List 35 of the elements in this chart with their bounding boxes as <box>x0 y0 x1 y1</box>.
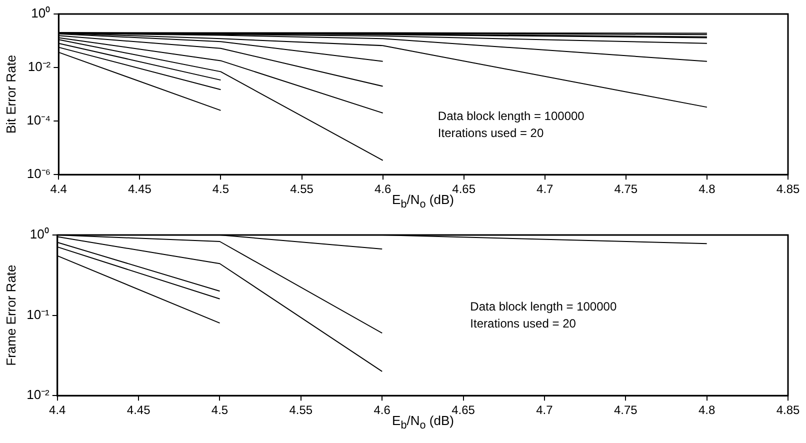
x-tick-label: 4.55 <box>290 182 314 196</box>
x-tick-label: 4.4 <box>50 182 68 196</box>
x-tick-label: 4.75 <box>614 182 638 196</box>
y-tick-label: 10⁻⁶ <box>26 166 51 182</box>
x-tick-label: 4.5 <box>211 403 228 418</box>
x-tick-label: 4.7 <box>536 182 554 196</box>
x-tick-label: 4.65 <box>452 403 476 418</box>
annotation: Data block length = 100000 <box>438 109 585 124</box>
x-tick-label: 4.8 <box>698 403 716 418</box>
x-tick-label: 4.4 <box>49 403 66 418</box>
x-tick-label: 4.45 <box>128 182 152 196</box>
x-tick-label: 4.7 <box>536 403 554 418</box>
y-axis-title: Bit Error Rate <box>3 54 18 134</box>
x-tick-label: 4.6 <box>374 403 391 418</box>
x-tick-label: 4.45 <box>126 403 151 418</box>
y-tick-label: 10⁰ <box>30 226 50 242</box>
x-axis-title: E$_{b}$/N$_{o}$ (dB) <box>392 413 454 432</box>
x-axis-title: E$_{b}$/N$_{o}$ (dB) <box>392 192 454 211</box>
y-tick-label: 10⁻⁴ <box>26 112 51 128</box>
y-tick-label: 10⁻¹ <box>26 306 50 322</box>
x-tick-label: 4.55 <box>289 403 313 418</box>
annotation: Data block length = 100000 <box>470 300 617 314</box>
x-tick-label: 4.6 <box>374 182 392 196</box>
annotation: Iterations used = 20 <box>438 126 544 140</box>
x-tick-label: 4.65 <box>452 182 476 196</box>
y-tick-label: 10⁻² <box>28 59 52 74</box>
y-axis-title: Frame Error Rate <box>3 264 18 366</box>
x-tick-label: 4.85 <box>776 403 800 418</box>
x-tick-label: 4.85 <box>776 182 800 196</box>
x-tick-label: 4.75 <box>614 403 638 418</box>
x-tick-label: 4.8 <box>698 182 716 196</box>
y-tick-label: 10⁻² <box>26 387 50 402</box>
x-tick-label: 4.5 <box>212 182 230 196</box>
annotation: Iterations used = 20 <box>470 316 576 331</box>
y-tick-label: 10⁰ <box>31 6 51 21</box>
